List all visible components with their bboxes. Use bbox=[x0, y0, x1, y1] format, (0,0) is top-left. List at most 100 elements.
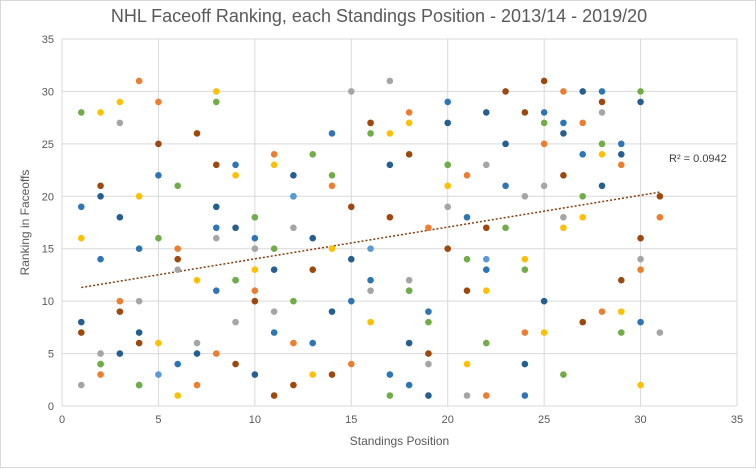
data-point bbox=[425, 318, 432, 326]
data-point bbox=[135, 77, 143, 85]
data-point bbox=[617, 276, 625, 284]
data-point bbox=[656, 192, 664, 200]
data-point bbox=[502, 224, 509, 232]
data-point bbox=[212, 287, 220, 294]
data-point bbox=[174, 266, 182, 273]
data-point bbox=[598, 308, 606, 315]
data-point bbox=[77, 109, 85, 116]
y-tick-label: 0 bbox=[48, 401, 54, 413]
data-point bbox=[347, 297, 355, 305]
data-point bbox=[193, 130, 201, 137]
data-point bbox=[155, 234, 162, 242]
data-point bbox=[617, 329, 625, 336]
data-point bbox=[97, 371, 104, 378]
data-point bbox=[97, 109, 104, 116]
trendline bbox=[81, 191, 660, 289]
data-point bbox=[212, 224, 220, 232]
gridlines bbox=[61, 38, 738, 407]
data-point bbox=[482, 255, 490, 263]
data-point bbox=[212, 88, 220, 95]
data-point bbox=[617, 140, 625, 148]
data-point bbox=[155, 172, 162, 179]
data-point bbox=[270, 266, 278, 273]
data-point bbox=[579, 119, 587, 127]
data-point bbox=[347, 203, 355, 211]
data-point bbox=[482, 339, 490, 347]
data-point bbox=[328, 182, 336, 190]
data-point bbox=[135, 245, 143, 253]
data-point bbox=[97, 182, 104, 190]
data-point bbox=[617, 308, 625, 315]
data-point bbox=[405, 381, 413, 389]
data-point bbox=[193, 350, 201, 357]
x-tick-label: 10 bbox=[249, 414, 261, 426]
data-point bbox=[270, 161, 278, 169]
trendline-group bbox=[81, 191, 660, 289]
data-point bbox=[270, 392, 278, 399]
data-point bbox=[116, 350, 124, 357]
data-point bbox=[521, 255, 529, 263]
data-point bbox=[482, 161, 490, 169]
x-axis-ticks: 0 5 10 15 20 25 30 35 bbox=[59, 414, 743, 426]
data-point bbox=[463, 360, 471, 368]
data-point bbox=[463, 392, 471, 399]
data-point bbox=[637, 255, 644, 263]
data-point bbox=[155, 140, 162, 148]
data-point bbox=[386, 371, 394, 378]
data-point bbox=[328, 245, 336, 253]
data-point bbox=[444, 245, 452, 253]
data-point bbox=[270, 245, 278, 253]
data-point bbox=[540, 119, 548, 127]
data-point bbox=[521, 192, 529, 200]
data-point bbox=[116, 98, 124, 106]
data-point bbox=[232, 224, 239, 232]
data-point bbox=[77, 234, 85, 242]
data-point bbox=[502, 182, 509, 190]
data-point bbox=[579, 213, 587, 221]
data-point bbox=[174, 255, 182, 263]
data-point bbox=[232, 276, 239, 284]
data-point bbox=[232, 360, 239, 368]
data-point bbox=[77, 329, 85, 336]
data-point bbox=[540, 140, 548, 148]
data-point bbox=[309, 151, 317, 158]
y-axis-title: Ranking in Faceoffs bbox=[18, 170, 32, 276]
data-point bbox=[521, 392, 529, 399]
data-point bbox=[290, 172, 297, 179]
data-point bbox=[251, 297, 259, 305]
y-tick-label: 25 bbox=[42, 139, 54, 151]
data-point bbox=[367, 276, 374, 284]
data-point bbox=[482, 392, 490, 399]
data-point bbox=[270, 329, 278, 336]
data-point bbox=[540, 182, 548, 190]
data-point bbox=[135, 297, 143, 305]
y-tick-label: 15 bbox=[42, 244, 54, 256]
data-point bbox=[425, 360, 432, 368]
data-point bbox=[97, 192, 104, 200]
data-point bbox=[617, 161, 625, 169]
data-point bbox=[521, 329, 529, 336]
data-point bbox=[463, 287, 471, 294]
data-point bbox=[405, 119, 413, 127]
data-point bbox=[251, 371, 259, 378]
data-point bbox=[560, 213, 567, 221]
data-points bbox=[77, 77, 664, 399]
data-point bbox=[309, 234, 317, 242]
data-point bbox=[444, 203, 452, 211]
data-point bbox=[540, 329, 548, 336]
data-point bbox=[656, 213, 664, 221]
data-point bbox=[617, 151, 625, 158]
data-point bbox=[232, 318, 239, 326]
data-point bbox=[367, 245, 374, 253]
data-point bbox=[502, 88, 509, 95]
data-point bbox=[97, 350, 104, 357]
data-point bbox=[328, 308, 336, 315]
x-tick-label: 20 bbox=[442, 414, 454, 426]
y-axis-ticks: 0 5 10 15 20 25 30 35 bbox=[42, 34, 54, 413]
data-point bbox=[135, 329, 143, 336]
x-axis-title: Standings Position bbox=[350, 434, 449, 448]
data-point bbox=[251, 234, 259, 242]
x-tick-label: 5 bbox=[155, 414, 161, 426]
data-point bbox=[540, 297, 548, 305]
